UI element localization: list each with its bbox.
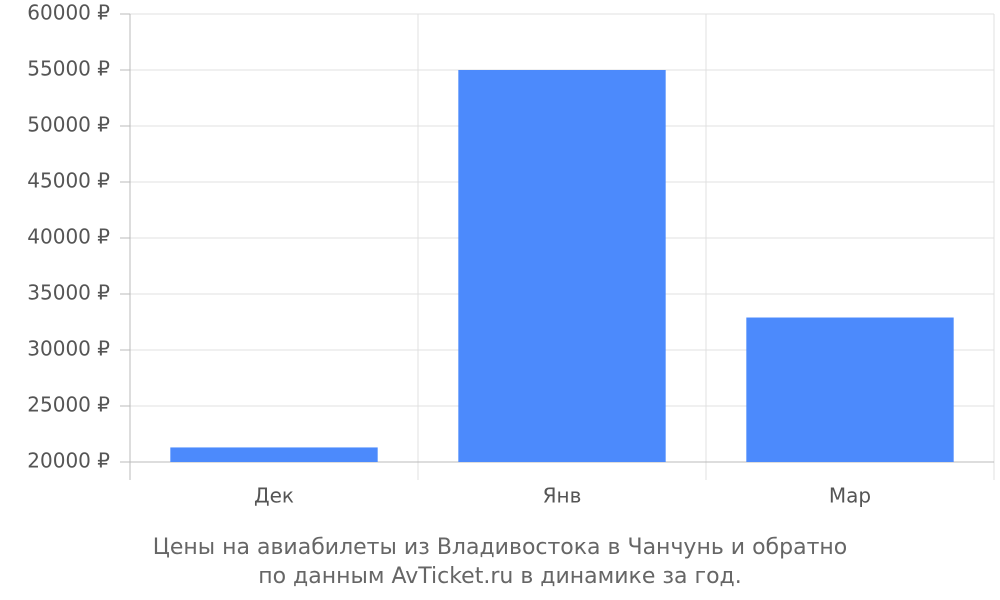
y-tick-label: 50000 ₽ [27,113,110,137]
x-tick-label: Мар [829,484,871,508]
y-tick-label: 45000 ₽ [27,169,110,193]
y-tick-label: 35000 ₽ [27,281,110,305]
y-tick-label: 25000 ₽ [27,393,110,417]
y-tick-label: 60000 ₽ [27,1,110,25]
y-tick-label: 20000 ₽ [27,449,110,473]
bar [746,317,954,462]
x-tick-label: Янв [543,484,582,508]
bar [458,70,666,462]
x-tick-label: Дек [254,484,294,508]
y-tick-label: 30000 ₽ [27,337,110,361]
chart-title: по данным AvTicket.ru в динамике за год. [258,564,742,589]
y-tick-label: 40000 ₽ [27,225,110,249]
chart-title: Цены на авиабилеты из Владивостока в Чан… [153,535,847,560]
y-tick-label: 55000 ₽ [27,57,110,81]
bar [170,447,378,462]
